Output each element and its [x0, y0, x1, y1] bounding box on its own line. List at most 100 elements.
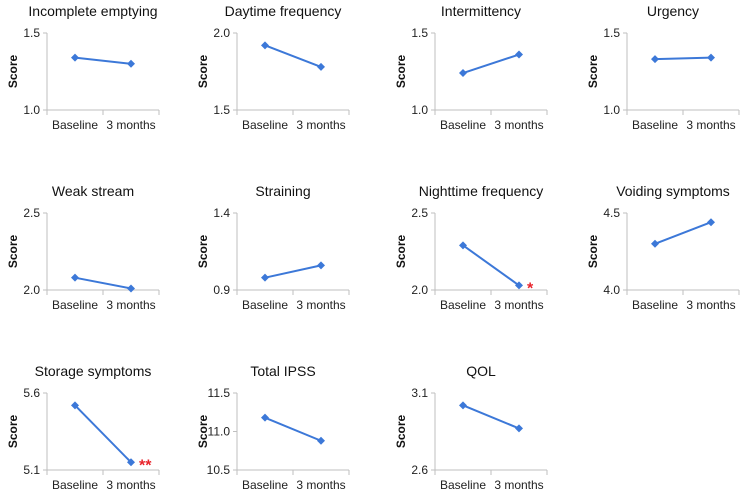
y-axis-label: Score	[6, 415, 20, 449]
x-tick-label: Baseline	[242, 478, 288, 492]
y-tick-label: 2.0	[411, 283, 428, 297]
y-tick-label: 4.5	[603, 206, 620, 220]
data-point	[515, 424, 523, 433]
data-point	[651, 55, 659, 64]
panel-title: Weak stream	[52, 183, 134, 199]
panel-title: Voiding symptoms	[616, 183, 730, 199]
y-tick-label: 11.5	[208, 386, 231, 400]
panel-title: Nighttime frequency	[419, 183, 544, 199]
x-tick-label: 3 months	[106, 478, 155, 492]
y-axis-label: Score	[586, 55, 600, 89]
y-axis-label: Score	[394, 415, 408, 449]
data-point	[515, 50, 523, 59]
x-tick-label: 3 months	[296, 118, 345, 132]
panel-title: Straining	[255, 183, 310, 199]
panel-title: Daytime frequency	[225, 3, 342, 19]
y-axis-label: Score	[394, 235, 408, 269]
y-tick-label: 1.4	[213, 206, 230, 220]
data-point	[127, 284, 135, 293]
panel-title: Incomplete emptying	[28, 3, 157, 19]
x-tick-label: Baseline	[440, 478, 486, 492]
y-tick-label: 2.6	[411, 463, 428, 477]
y-tick-label: 5.1	[23, 463, 40, 477]
series-line	[654, 56, 712, 61]
series-line	[74, 56, 132, 65]
y-tick-label: 4.0	[603, 283, 620, 297]
series-line	[264, 264, 322, 279]
y-axis-label: Score	[394, 55, 408, 89]
panel-title: Storage symptoms	[35, 363, 152, 379]
x-tick-label: Baseline	[440, 118, 486, 132]
panel-title: Urgency	[647, 3, 699, 19]
series-line	[462, 53, 520, 74]
series-line	[74, 276, 132, 290]
series-line	[654, 221, 712, 245]
x-tick-label: Baseline	[52, 298, 98, 312]
data-point	[127, 458, 135, 467]
y-axis-label: Score	[196, 55, 210, 89]
data-point	[261, 273, 269, 282]
x-tick-label: 3 months	[106, 118, 155, 132]
significance-asterisk: *	[527, 280, 534, 297]
y-tick-label: 2.5	[23, 206, 40, 220]
significance-asterisk: **	[139, 457, 152, 474]
y-tick-label: 1.0	[23, 103, 40, 117]
panel-title: QOL	[466, 363, 496, 379]
y-axis-label: Score	[196, 415, 210, 449]
data-point	[459, 401, 467, 410]
data-point	[459, 69, 467, 78]
series-line	[462, 404, 520, 430]
data-point	[707, 218, 715, 227]
y-axis-label: Score	[196, 235, 210, 269]
y-tick-label: 5.6	[23, 386, 40, 400]
x-tick-label: 3 months	[106, 298, 155, 312]
y-tick-label: 0.9	[213, 283, 230, 297]
x-tick-label: 3 months	[494, 478, 543, 492]
y-axis-label: Score	[6, 235, 20, 269]
x-tick-label: Baseline	[632, 118, 678, 132]
data-point	[317, 436, 325, 445]
data-point	[515, 281, 523, 290]
y-tick-label: 2.0	[23, 283, 40, 297]
x-tick-label: 3 months	[686, 298, 735, 312]
y-tick-label: 1.5	[23, 26, 40, 40]
data-point	[127, 59, 135, 68]
series-line	[264, 44, 322, 68]
y-tick-label: 1.5	[603, 26, 620, 40]
data-point	[71, 401, 79, 410]
x-tick-label: 3 months	[494, 118, 543, 132]
y-tick-label: 11.0	[208, 425, 231, 439]
data-point	[317, 261, 325, 270]
y-tick-label: 1.5	[213, 103, 230, 117]
data-point	[261, 413, 269, 422]
data-point	[317, 62, 325, 71]
x-tick-label: 3 months	[296, 478, 345, 492]
x-tick-label: Baseline	[52, 478, 98, 492]
x-tick-label: 3 months	[296, 298, 345, 312]
y-tick-label: 1.5	[411, 26, 428, 40]
series-line	[462, 244, 520, 287]
series-line	[264, 416, 322, 442]
x-tick-label: Baseline	[52, 118, 98, 132]
y-tick-label: 10.5	[207, 463, 231, 477]
panel-title: Intermittency	[441, 3, 521, 19]
panel-title: Total IPSS	[250, 363, 315, 379]
y-tick-label: 2.5	[411, 206, 428, 220]
data-point	[651, 239, 659, 248]
y-tick-label: 2.0	[213, 26, 230, 40]
x-tick-label: Baseline	[242, 118, 288, 132]
y-axis-label: Score	[586, 235, 600, 269]
panel-total-ipss: Total IPSS Score 10.5 11.0 11.5 Baseline 3 mon…	[196, 363, 350, 492]
x-tick-label: 3 months	[686, 118, 735, 132]
y-tick-label: 1.0	[411, 103, 428, 117]
y-tick-label: 1.0	[603, 103, 620, 117]
